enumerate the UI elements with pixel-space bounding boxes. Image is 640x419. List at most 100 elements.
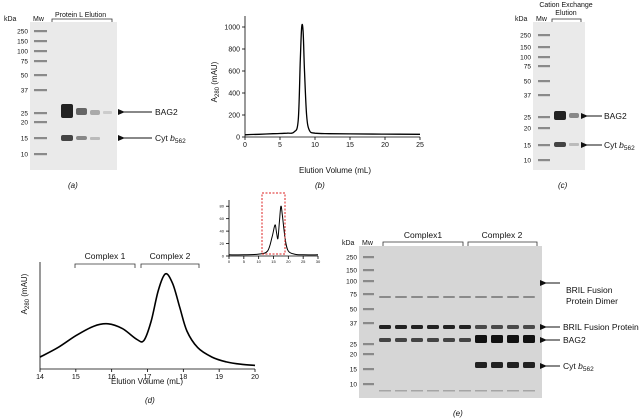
chart-inset-x-tick-label: 25 xyxy=(301,259,306,264)
gel-e-marker-label: 100 xyxy=(346,279,357,286)
bril-band xyxy=(411,325,423,329)
cyt-label-c: Cyt b562 xyxy=(604,140,635,152)
bag2-label-c: BAG2 xyxy=(604,111,627,121)
gel-e-marker-label: 75 xyxy=(350,292,358,299)
gel-a-marker-label: 37 xyxy=(21,88,29,95)
chart-inset-y-tick-label: 60 xyxy=(220,216,225,221)
bag2-label-e: BAG2 xyxy=(563,335,586,345)
gel-e xyxy=(359,246,542,398)
dimer-band xyxy=(491,296,503,298)
bag2-band xyxy=(395,338,407,342)
gel-a-marker-label: 75 xyxy=(21,59,29,66)
group-label-c-1: Cation Exchange xyxy=(539,2,592,9)
dimer-band xyxy=(523,296,535,298)
chart-b-x-tick-label: 0 xyxy=(243,142,247,149)
x-axis-label-b: Elution Volume (mL) xyxy=(299,166,371,175)
chart-d-x-tick-label: 15 xyxy=(72,374,80,381)
dimer-band xyxy=(443,296,455,298)
complex2-label-e: Complex 2 xyxy=(482,230,523,240)
chart-b-y-tick-label: 1000 xyxy=(224,24,240,31)
dimer-label-e-2: Protein Dimer xyxy=(566,296,618,306)
chart-inset-y-tick-label: 0 xyxy=(222,253,225,258)
complex1-bracket-e xyxy=(382,241,464,246)
gel-a-marker-band xyxy=(34,89,47,92)
cyt-band xyxy=(507,362,519,368)
gel-c-marker-label: 75 xyxy=(524,64,532,71)
chart-d-x-tick-label: 20 xyxy=(251,374,259,381)
chart-inset-x-tick-label: 10 xyxy=(256,259,261,264)
dimer-band xyxy=(475,296,487,298)
gel-a-marker-band xyxy=(34,153,47,156)
complex2-label-d: Complex 2 xyxy=(150,251,191,261)
mw-label-e: Mw xyxy=(362,240,374,247)
chart-inset-x-tick-label: 0 xyxy=(228,259,231,264)
gel-c-marker-band xyxy=(538,80,550,83)
dimer-band xyxy=(427,296,439,298)
bril-band xyxy=(475,325,487,329)
x-axis-label-d: Elution Volume (mL) xyxy=(111,377,183,386)
panel-d: Complex 1 Complex 2 A280 (mAU) 14 15 16 17 1… xyxy=(20,192,321,405)
inset-chart-d: 0 5 10 15 20 25 30 0 20 40 60 80 xyxy=(220,192,321,264)
gel-c-marker-band xyxy=(538,144,550,147)
gel-a-marker-band xyxy=(34,60,47,63)
bag2-band-c-lane1 xyxy=(554,111,566,120)
bril-band xyxy=(427,325,439,329)
panel-b: A280 (mAU) 0 5 10 15 20 25 0 200 400 600 800 1000 E… xyxy=(210,16,424,190)
kda-label-e: kDa xyxy=(342,240,355,247)
gel-e-marker-band xyxy=(363,308,374,311)
chart-inset-x-tick-label: 15 xyxy=(271,259,276,264)
gel-e-marker-band xyxy=(363,280,374,283)
bag2-band-lane1 xyxy=(61,104,73,118)
gel-c-marker-label: 25 xyxy=(524,115,532,122)
bag2-label-a: BAG2 xyxy=(155,107,178,117)
chart-b-x-tick-label: 5 xyxy=(278,142,282,149)
gel-e-marker-label: 15 xyxy=(350,367,358,374)
panel-a: kDa Mw Protein L Elution 250 150 100 75 50 37… xyxy=(4,12,186,190)
group-bracket-a xyxy=(51,18,113,22)
chart-inset-x-tick-label: 20 xyxy=(286,259,291,264)
gel-c-marker-band xyxy=(538,56,550,59)
group-label-a: Protein L Elution xyxy=(55,12,106,19)
gel-a xyxy=(30,22,117,170)
gel-a-marker-label: 15 xyxy=(21,136,29,143)
gel-c-marker-band xyxy=(538,159,550,162)
gel-e-marker-label: 20 xyxy=(350,352,358,359)
cyt-band-lane3 xyxy=(90,137,100,140)
chart-b-y-tick-label: 400 xyxy=(228,90,240,97)
bag2-band xyxy=(459,338,471,342)
gel-a-marker-band xyxy=(34,74,47,77)
cyt-label-e: Cyt b562 xyxy=(563,361,594,373)
y-axis-label-b: A280 (mAU) xyxy=(210,61,221,102)
kda-label-a: kDa xyxy=(4,16,17,23)
gel-c-marker-label: 50 xyxy=(524,79,532,86)
bril-band xyxy=(379,325,391,329)
complex1-bracket-d xyxy=(74,263,136,268)
chart-inset-y-tick-label: 20 xyxy=(220,241,225,246)
bag2-band xyxy=(507,335,519,343)
gel-c-marker-label: 250 xyxy=(520,33,531,40)
panel-label-c: (c) xyxy=(558,181,568,190)
bril-band xyxy=(459,325,471,329)
gel-e-marker-label: 250 xyxy=(346,255,357,262)
chart-inset-x-tick-label: 30 xyxy=(316,259,321,264)
gel-a-marker-label: 150 xyxy=(17,39,28,46)
gel-a-marker-band xyxy=(34,30,47,33)
mw-label-c: Mw xyxy=(536,16,548,23)
gel-c-marker-label: 10 xyxy=(524,158,532,165)
complex2-bracket-d xyxy=(140,263,200,268)
gel-c-marker-label: 100 xyxy=(520,55,531,62)
inset-line xyxy=(228,205,319,256)
gel-c-marker-label: 37 xyxy=(524,93,532,100)
gel-e-marker-band xyxy=(363,256,374,259)
bag2-band-c-lane2 xyxy=(569,113,579,118)
gel-a-marker-label: 50 xyxy=(21,73,29,80)
cyt-band xyxy=(523,362,535,368)
chart-b-x-tick-label: 25 xyxy=(416,142,424,149)
faint-band xyxy=(523,390,535,392)
cyt-band xyxy=(475,362,487,368)
gel-e-marker-label: 37 xyxy=(350,321,358,328)
faint-band xyxy=(395,390,407,392)
gel-e-marker-label: 150 xyxy=(346,268,357,275)
faint-band xyxy=(443,390,455,392)
panel-label-b: (b) xyxy=(315,181,325,190)
